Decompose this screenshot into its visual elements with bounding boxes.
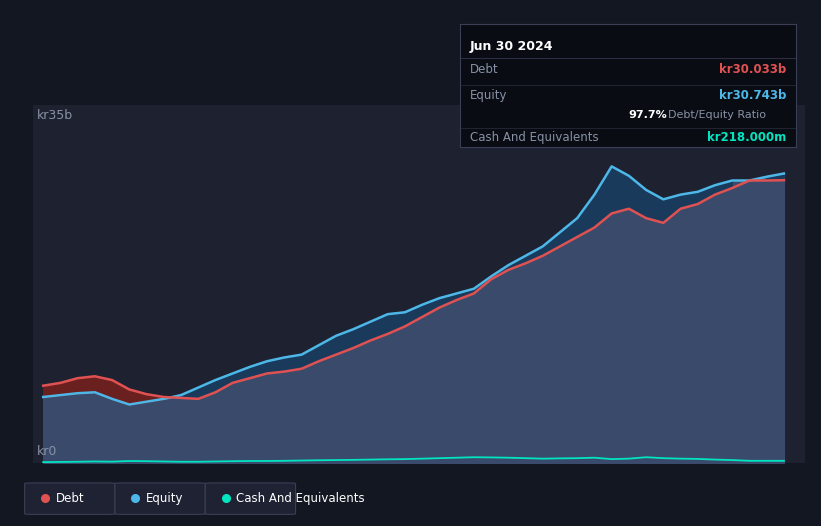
FancyBboxPatch shape — [205, 483, 296, 514]
Text: kr35b: kr35b — [37, 109, 73, 122]
Text: Cash And Equivalents: Cash And Equivalents — [236, 492, 365, 505]
Text: Jun 30 2024: Jun 30 2024 — [470, 40, 553, 53]
Text: Cash And Equivalents: Cash And Equivalents — [470, 131, 599, 144]
Text: kr30.743b: kr30.743b — [719, 89, 787, 102]
FancyBboxPatch shape — [115, 483, 205, 514]
Text: kr0: kr0 — [37, 444, 57, 458]
Text: kr218.000m: kr218.000m — [707, 131, 787, 144]
Text: 97.7%: 97.7% — [628, 110, 667, 120]
Text: Debt: Debt — [470, 63, 498, 76]
Text: Equity: Equity — [470, 89, 507, 102]
Text: kr30.033b: kr30.033b — [719, 63, 787, 76]
FancyBboxPatch shape — [25, 483, 115, 514]
Text: Equity: Equity — [146, 492, 184, 505]
Text: Debt: Debt — [56, 492, 85, 505]
Text: Debt/Equity Ratio: Debt/Equity Ratio — [668, 110, 767, 120]
